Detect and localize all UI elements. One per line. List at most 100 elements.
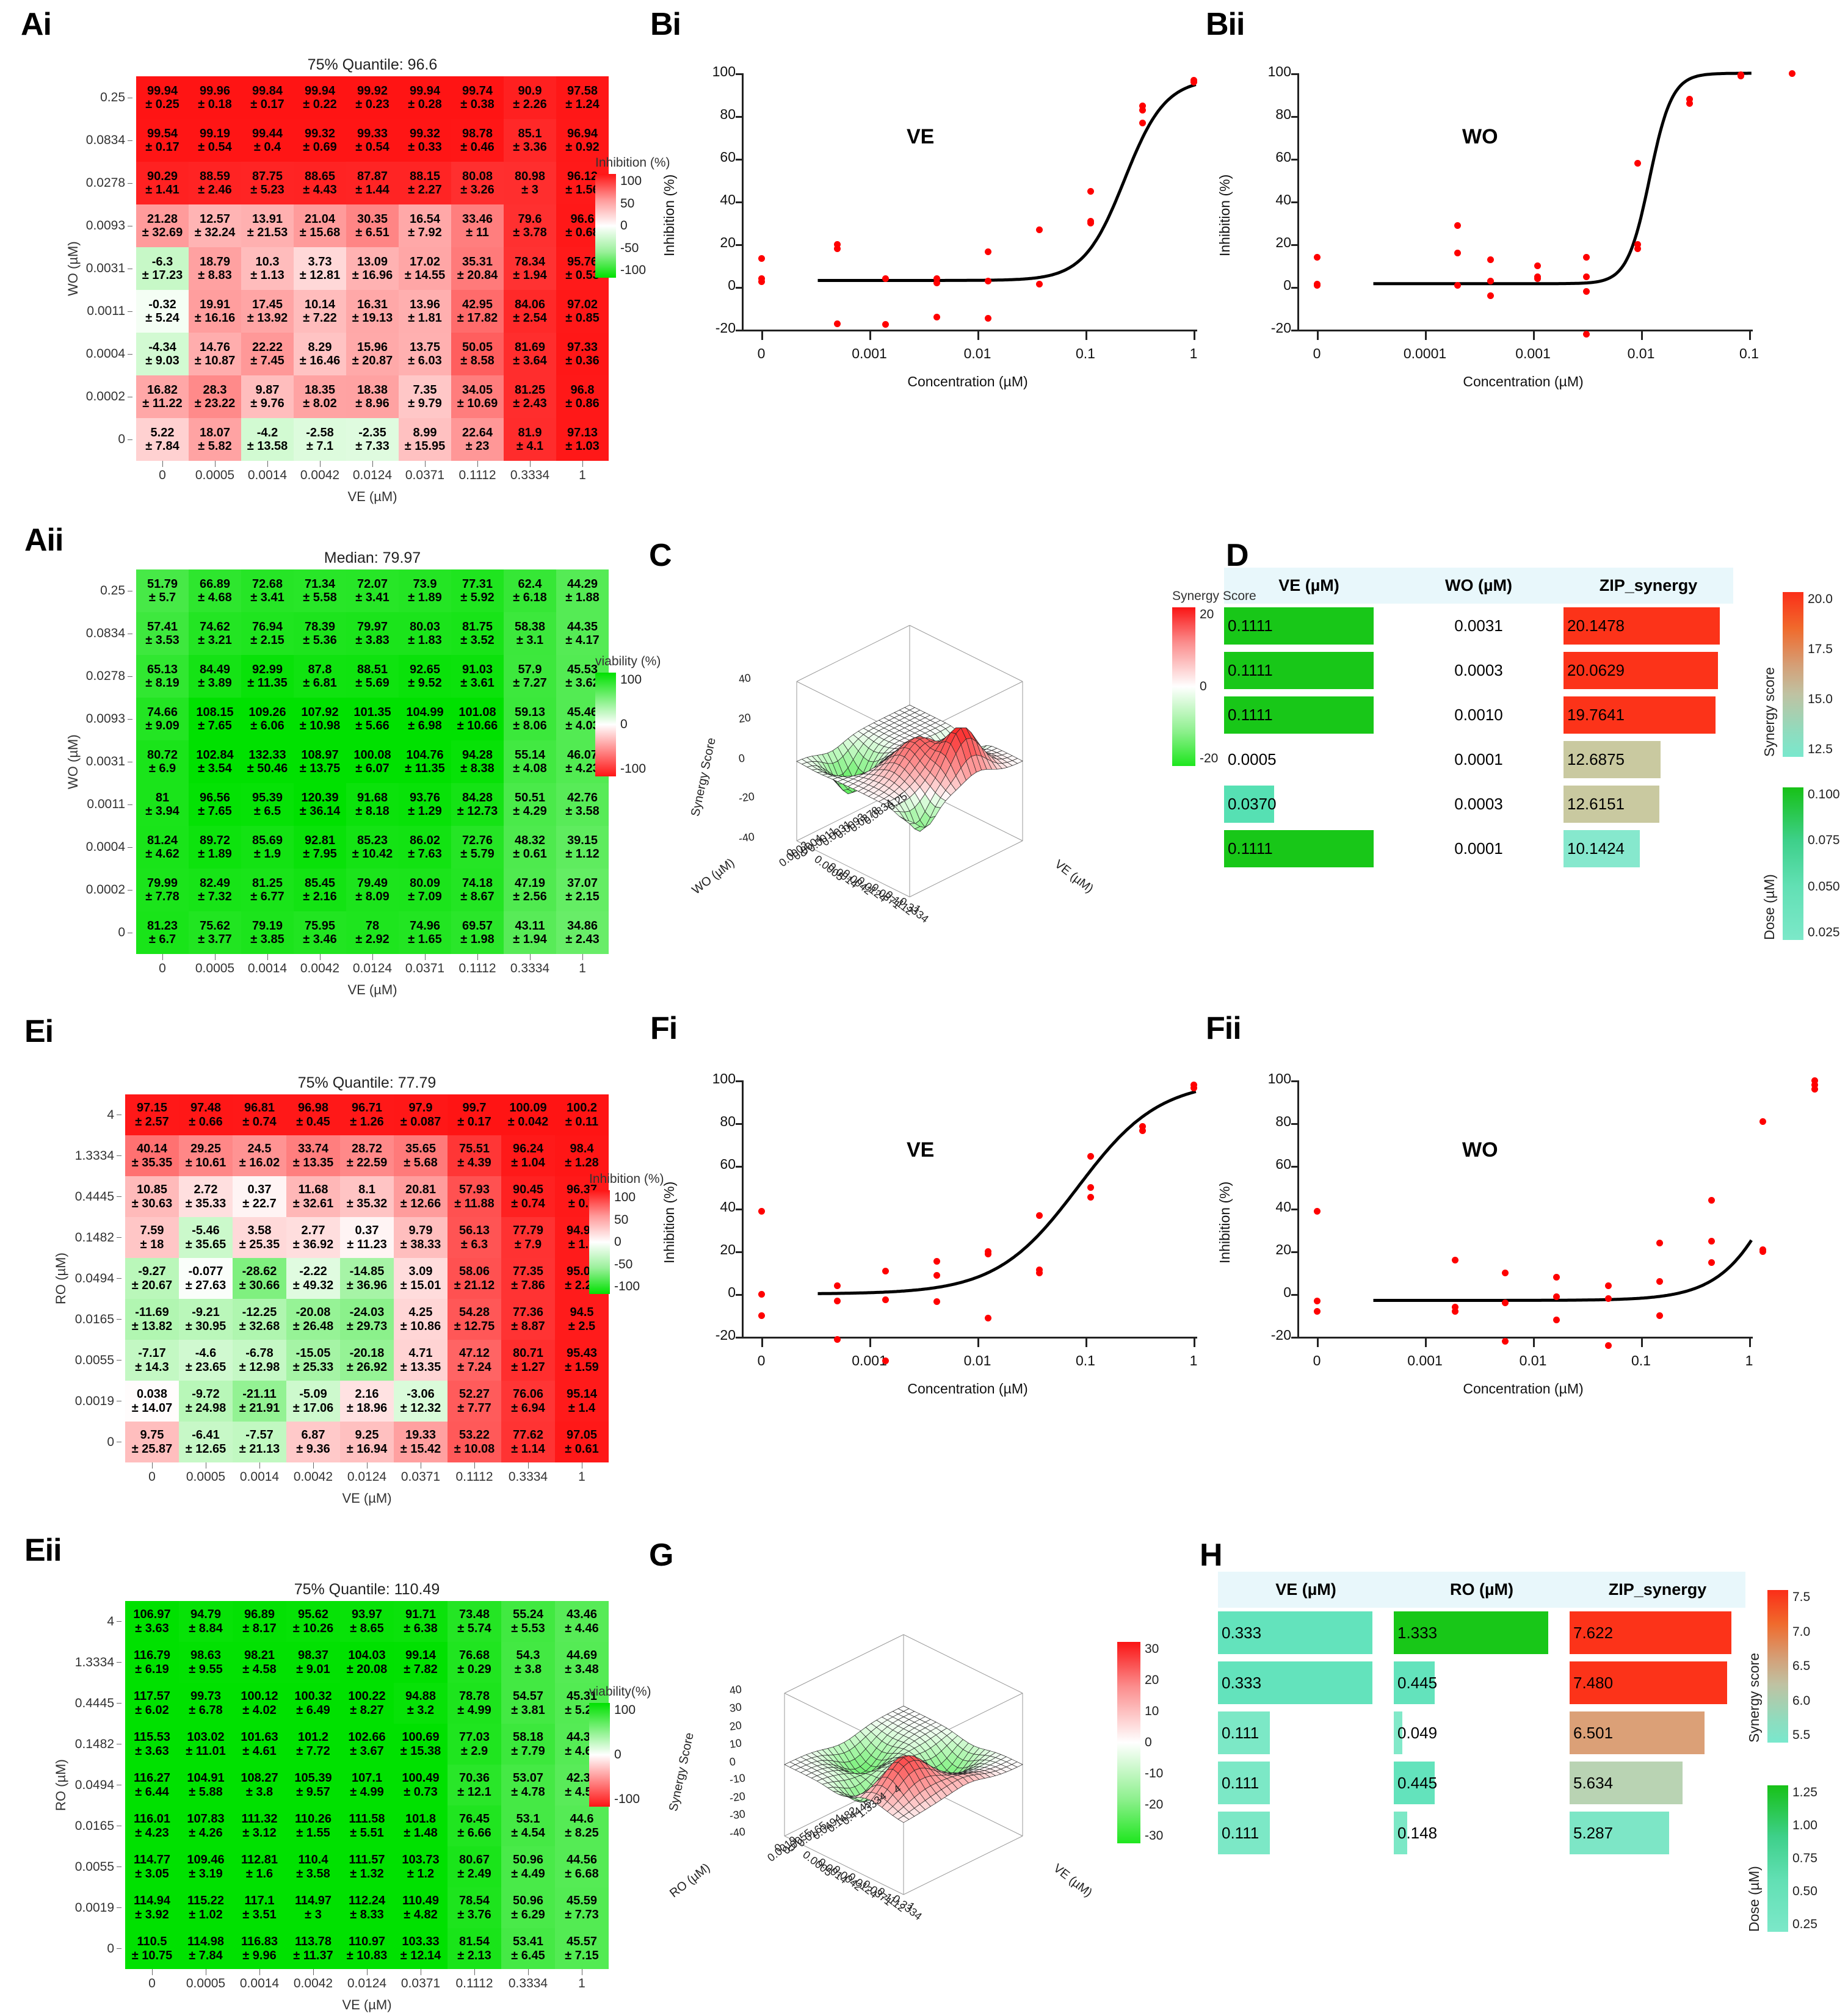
heatmap-cell: 35.31 ± 20.84	[451, 247, 504, 290]
heatmap-row: 0.038 ± 14.07 -9.72 ± 24.98 -21.11 ± 21.91 -5.…	[125, 1381, 609, 1422]
value-bar	[1224, 607, 1374, 645]
cell-value: 5.634	[1573, 1773, 1614, 1792]
heatmap-cell: 96.8 ± 0.86	[556, 375, 609, 418]
value-bar	[1564, 786, 1660, 823]
heatmap-cell: 54.57 ± 3.81	[501, 1683, 555, 1724]
colorbar-tick: 0.75	[1792, 1851, 1817, 1865]
heatmap-cell: 104.99 ± 6.98	[399, 698, 451, 740]
heatmap-cell: 92.65 ± 9.52	[399, 655, 451, 698]
heatmap-cell: 94.5 ± 2.5	[555, 1299, 609, 1340]
x-axis-label: Concentration (µM)	[907, 1381, 1028, 1397]
heatmap-cell: 116.27 ± 6.44	[125, 1765, 179, 1805]
x-tick-label: 1	[1745, 1353, 1753, 1368]
heatmap-cell: 7.35 ± 9.79	[399, 375, 451, 418]
x-tick-mark	[1749, 1339, 1751, 1347]
heatmap-cell: 101.08 ± 10.66	[451, 698, 504, 740]
heatmap-y-tick: 0.0019	[70, 1887, 125, 1928]
heatmap-x-tick: 0.0371	[400, 1976, 441, 1990]
heatmap-cell: -2.22 ± 49.32	[286, 1258, 340, 1299]
heatmap-cell: 90.45 ± 0.74	[501, 1176, 555, 1217]
heatmap-y-tick: 0.4445	[70, 1176, 125, 1217]
fit-curve	[817, 83, 1197, 282]
heatmap-row: 81 ± 3.94 96.56 ± 7.65 95.39 ± 6.5 120.39 ± 36.…	[136, 783, 609, 826]
heatmap-cell: 24.5 ± 16.02	[233, 1135, 286, 1176]
cell-value: 0.0001	[1454, 750, 1503, 768]
heatmap-cell: 88.15 ± 2.27	[399, 162, 451, 204]
cell-value: 12.6151	[1567, 795, 1625, 813]
x-tick-label: 0.001	[852, 345, 887, 361]
heatmap-cell: 82.49 ± 7.32	[189, 869, 241, 911]
heatmap-cell: 110.49 ± 4.82	[394, 1887, 448, 1928]
heatmap-cell: 94.28 ± 8.38	[451, 740, 504, 783]
data-point	[1087, 1184, 1095, 1191]
heatmap-y-tick: 0.0011	[82, 783, 136, 826]
surface-plot-g: 40 30 20 10 0 -10 -20 -30 -40 Synergy Score 4 1.333…	[659, 1553, 1148, 1923]
heatmap-y-tick: 0.0031	[82, 247, 136, 290]
heatmap-y-tick: 0.0031	[82, 740, 136, 783]
heatmap-x-tick: 0.0005	[195, 468, 235, 482]
heatmap-cell: 12.57 ± 32.24	[189, 204, 241, 247]
heatmap-cell: 79.99 ± 7.78	[136, 869, 189, 911]
heatmap-cell: 14.76 ± 10.87	[189, 333, 241, 375]
column-header: RO (µM)	[1449, 1580, 1514, 1599]
heatmap-cell: 99.32 ± 0.69	[294, 119, 346, 162]
data-point	[1314, 254, 1321, 261]
cell-partner-dose: 0.0031	[1394, 604, 1564, 648]
data-point	[1035, 226, 1043, 233]
colorbar-gradient	[589, 1190, 610, 1294]
heatmap-cell: 92.99 ± 11.35	[241, 655, 294, 698]
x-tick-mark	[1425, 1339, 1427, 1347]
y-tick-mark	[736, 287, 742, 289]
data-point	[1139, 102, 1146, 109]
panel-label-fii: Fii	[1206, 1011, 1242, 1046]
cell-value: 0.049	[1397, 1723, 1438, 1742]
heatmap-cell: 54.28 ± 12.75	[448, 1299, 501, 1340]
heatmap-x-tick: 1	[578, 1976, 585, 1990]
heatmap-cell: 28.3 ± 23.22	[189, 375, 241, 418]
heatmap-cell: 37.07 ± 2.15	[556, 869, 609, 911]
cell-ve: 0.111	[1218, 1758, 1394, 1808]
heatmap-cell: 97.05 ± 0.61	[555, 1422, 609, 1462]
heatmap-cell: 91.03 ± 3.61	[451, 655, 504, 698]
heatmap-cell: 99.7 ± 0.17	[448, 1094, 501, 1135]
colorbar-tick: 50	[614, 1212, 629, 1227]
heatmap-cell: -11.69 ± 13.82	[125, 1299, 179, 1340]
heatmap-cell: -14.85 ± 36.96	[340, 1258, 394, 1299]
y-tick-mark	[1291, 1294, 1298, 1296]
z-tick-label: -20	[728, 1789, 747, 1804]
heatmap-cell: 100.09 ± 0.042	[501, 1094, 555, 1135]
data-point	[1190, 79, 1197, 85]
heatmap-cell: 13.09 ± 16.96	[346, 247, 399, 290]
y-tick-mark	[1291, 1337, 1298, 1339]
heatmap-cell: 132.33 ± 50.46	[241, 740, 294, 783]
heatmap-cell: 29.25 ± 10.61	[179, 1135, 233, 1176]
data-point	[1534, 275, 1542, 282]
cell-value: 5.287	[1573, 1823, 1614, 1842]
heatmap-cell: -2.58 ± 7.1	[294, 418, 346, 461]
heatmap-cell: 88.59 ± 2.46	[189, 162, 241, 204]
cell-partner-dose: 0.0001	[1394, 826, 1564, 871]
heatmap-cell: 13.75 ± 6.03	[399, 333, 451, 375]
heatmap-cell: 39.15 ± 1.12	[556, 826, 609, 869]
heatmap-cell: 53.07 ± 4.78	[501, 1765, 555, 1805]
cell-value: 0.333	[1222, 1673, 1262, 1692]
cell-value: 7.480	[1573, 1673, 1614, 1692]
heatmap-cell: 22.22 ± 7.45	[241, 333, 294, 375]
heatmap-cell: 80.98 ± 3	[504, 162, 556, 204]
heatmap-cell: 74.66 ± 9.09	[136, 698, 189, 740]
value-bar	[1224, 652, 1374, 689]
colorbar-tick: 10	[1145, 1704, 1159, 1718]
colorbar-tick: -100	[614, 1279, 640, 1293]
heatmap-cell: 80.67 ± 2.49	[448, 1846, 501, 1887]
colorbar-gradient	[1783, 592, 1803, 757]
heatmap-cell: 58.18 ± 7.79	[501, 1724, 555, 1765]
heatmap-x-axis-label: VE (µM)	[347, 489, 397, 504]
heatmap-cell: 19.91 ± 16.16	[189, 290, 241, 333]
x-axis-label: Concentration (µM)	[907, 374, 1028, 389]
heatmap-cell: 28.72 ± 22.59	[340, 1135, 394, 1176]
heatmap-cell: -20.18 ± 26.92	[340, 1340, 394, 1381]
colorbar-tick: 6.0	[1792, 1693, 1811, 1708]
heatmap-cell: 56.13 ± 6.3	[448, 1217, 501, 1258]
heatmap-cell: -28.62 ± 30.66	[233, 1258, 286, 1299]
table-row: 0.111 0.445 5.634	[1218, 1758, 1745, 1808]
